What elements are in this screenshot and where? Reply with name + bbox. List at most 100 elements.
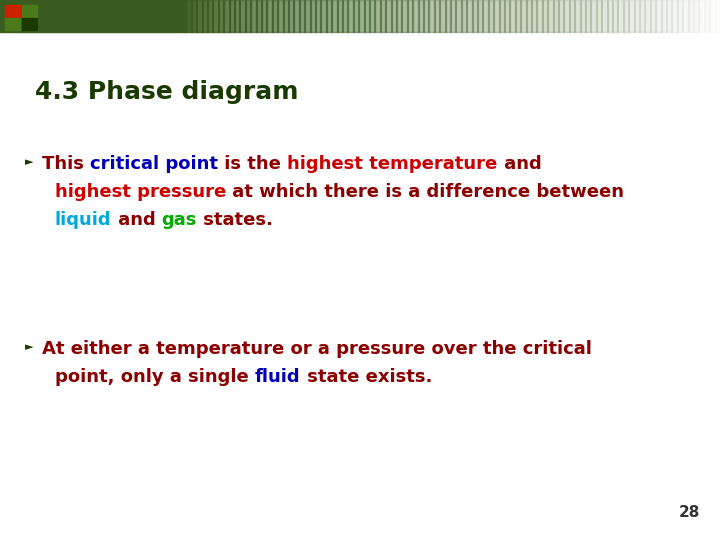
Bar — [283, 0, 289, 32]
Bar — [618, 0, 624, 32]
Bar — [693, 0, 699, 32]
Bar — [218, 0, 224, 32]
Bar — [671, 0, 678, 32]
Bar — [299, 0, 305, 32]
Bar — [688, 0, 694, 32]
Bar — [359, 0, 364, 32]
Bar — [207, 0, 213, 32]
Bar — [418, 0, 424, 32]
Bar — [433, 0, 440, 32]
Text: critical point: critical point — [90, 155, 218, 173]
Bar — [683, 0, 688, 32]
Text: 28: 28 — [679, 505, 700, 520]
Bar — [703, 0, 710, 32]
Text: state exists.: state exists. — [301, 368, 432, 386]
Bar — [196, 0, 202, 32]
Bar — [428, 0, 435, 32]
Bar — [364, 0, 370, 32]
Bar — [698, 0, 705, 32]
Bar — [531, 0, 537, 32]
Bar — [380, 0, 386, 32]
Bar — [391, 0, 397, 32]
Text: 4.3 Phase diagram: 4.3 Phase diagram — [35, 80, 299, 104]
Bar — [536, 0, 543, 32]
Bar — [450, 0, 456, 32]
Text: highest temperature: highest temperature — [287, 155, 498, 173]
Bar — [596, 0, 602, 32]
Bar — [385, 0, 392, 32]
Bar — [601, 0, 608, 32]
Bar — [186, 0, 192, 32]
Bar — [526, 0, 532, 32]
Bar — [239, 0, 246, 32]
Bar — [521, 0, 526, 32]
Text: fluid: fluid — [255, 368, 301, 386]
Bar — [709, 0, 716, 32]
Bar — [229, 0, 235, 32]
Bar — [590, 0, 597, 32]
Bar — [369, 0, 375, 32]
Bar — [5, 5, 20, 17]
Bar — [266, 0, 273, 32]
Text: at which there is a difference between: at which there is a difference between — [226, 183, 624, 201]
Bar — [563, 0, 570, 32]
Bar — [223, 0, 230, 32]
Bar — [374, 0, 381, 32]
Bar — [277, 0, 284, 32]
Bar — [261, 0, 267, 32]
Bar — [445, 0, 451, 32]
Bar — [541, 0, 548, 32]
Bar — [547, 0, 554, 32]
Text: liquid: liquid — [55, 211, 112, 229]
Text: ►: ► — [25, 157, 34, 167]
Bar — [412, 0, 418, 32]
Bar — [310, 0, 316, 32]
Bar — [407, 0, 413, 32]
Bar — [488, 0, 494, 32]
Bar — [212, 0, 219, 32]
Bar — [553, 0, 559, 32]
Bar — [251, 0, 256, 32]
Bar — [623, 0, 629, 32]
Bar — [294, 0, 300, 32]
Bar — [461, 0, 467, 32]
Bar — [482, 0, 489, 32]
Bar — [580, 0, 586, 32]
Bar — [634, 0, 640, 32]
Bar — [612, 0, 618, 32]
Bar — [337, 0, 343, 32]
Bar — [504, 0, 510, 32]
Bar — [472, 0, 478, 32]
Bar — [320, 0, 327, 32]
Bar — [558, 0, 564, 32]
Bar — [439, 0, 446, 32]
Text: This: This — [42, 155, 90, 173]
Bar — [585, 0, 591, 32]
Bar — [256, 0, 262, 32]
Bar — [649, 0, 656, 32]
Bar — [234, 0, 240, 32]
Bar — [606, 0, 613, 32]
Bar — [569, 0, 575, 32]
Bar — [628, 0, 634, 32]
Text: ►: ► — [25, 342, 34, 352]
Bar — [493, 0, 500, 32]
Bar — [331, 0, 338, 32]
Text: states.: states. — [197, 211, 273, 229]
Bar — [22, 5, 37, 17]
Bar — [180, 0, 186, 32]
Bar — [467, 0, 472, 32]
Text: is the: is the — [218, 155, 287, 173]
Bar — [353, 0, 359, 32]
Bar — [477, 0, 483, 32]
Bar — [402, 0, 408, 32]
Bar — [455, 0, 462, 32]
Bar — [5, 18, 20, 30]
Bar — [245, 0, 251, 32]
Bar — [661, 0, 667, 32]
Bar — [347, 0, 354, 32]
Bar — [272, 0, 278, 32]
Bar — [423, 0, 429, 32]
Bar — [325, 0, 332, 32]
Bar — [191, 0, 197, 32]
